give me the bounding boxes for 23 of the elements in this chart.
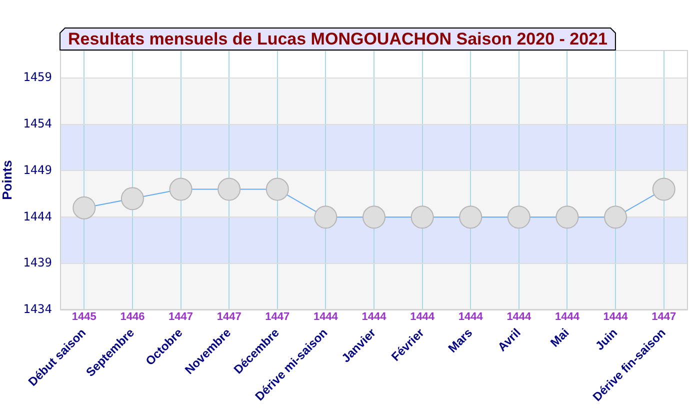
data-label: 1445 [72,311,96,324]
data-label: 1444 [554,311,580,324]
data-label: 1446 [120,311,145,324]
y-tick-label: 1449 [23,162,52,177]
y-tick-label: 1439 [23,256,52,270]
y-tick-label: 1444 [23,209,52,224]
data-label: 1444 [362,311,388,324]
data-label: 1447 [216,311,242,324]
data-label: 1444 [313,311,339,324]
data-label: 1444 [458,311,484,324]
x-tick-label: Mai [548,326,572,350]
data-label: 1444 [603,311,629,324]
y-tick-label: 1434 [23,302,52,316]
data-label: 1447 [168,311,194,324]
x-tick-label: Juin [592,326,620,353]
y-tick-label: 1459 [23,70,52,84]
data-label: 1444 [410,311,436,324]
y-tick-label: 1454 [23,116,52,130]
y-axis-title: Points [0,160,14,200]
data-label: 1447 [652,311,676,324]
data-label: 1447 [265,311,290,324]
chart-title: Resultats mensuels de Lucas MONGOUACHON Saison 2020 - 2021 [68,30,608,49]
data-label: 1444 [506,311,532,324]
